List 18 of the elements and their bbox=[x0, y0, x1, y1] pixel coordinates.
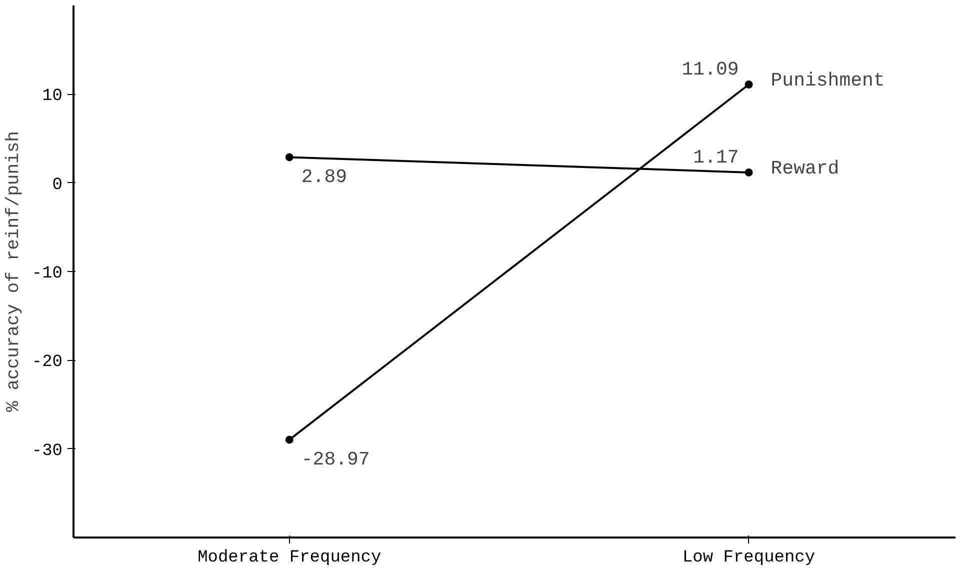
point bbox=[744, 80, 753, 88]
point bbox=[744, 168, 753, 176]
y-tick-label: 0 bbox=[52, 176, 62, 195]
y-axis-title: % accuracy of reinf/punish bbox=[4, 131, 24, 412]
data-label: -28.97 bbox=[301, 448, 370, 471]
y-tick-label: -10 bbox=[32, 264, 63, 284]
x-tick-label: Low Frequency bbox=[682, 548, 816, 568]
series-label: Reward bbox=[770, 157, 840, 180]
point bbox=[285, 153, 294, 162]
y-tick-label: -20 bbox=[32, 353, 63, 372]
y-tick-label: 10 bbox=[42, 87, 63, 106]
data-label: 11.09 bbox=[682, 58, 739, 80]
y-tick-label: -30 bbox=[32, 442, 63, 461]
data-label: 1.17 bbox=[693, 146, 739, 168]
series-label: Punishment bbox=[770, 70, 885, 92]
x-tick-label: Moderate Frequency bbox=[198, 548, 382, 568]
data-label: 2.89 bbox=[301, 166, 348, 188]
point bbox=[285, 436, 294, 444]
